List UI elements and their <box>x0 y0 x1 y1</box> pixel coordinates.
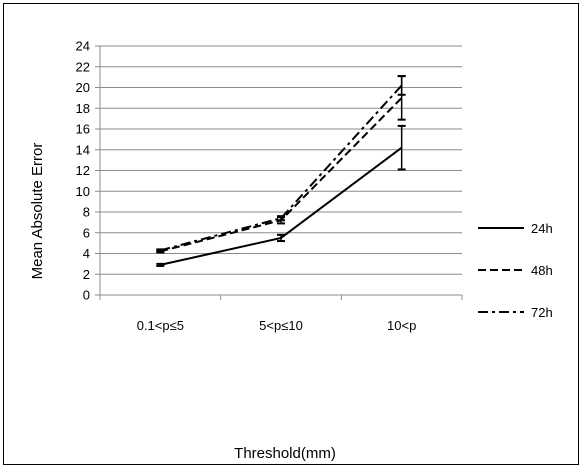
y-tick-label: 10 <box>76 184 90 199</box>
x-axis-title: Threshold(mm) <box>234 445 336 462</box>
axes <box>95 45 463 300</box>
y-tick-label: 12 <box>76 163 90 178</box>
y-tick-label: 0 <box>83 288 90 303</box>
x-tick-label: 10<p <box>387 318 416 333</box>
y-tick-label: 6 <box>83 225 90 240</box>
y-tick-label: 22 <box>76 59 90 74</box>
x-tick-label: 0.1<p≤5 <box>137 318 184 333</box>
y-tick-label: 16 <box>76 122 90 137</box>
y-tick-label: 2 <box>83 267 90 282</box>
y-tick-label: 8 <box>83 205 90 220</box>
y-tick-label: 18 <box>76 101 90 116</box>
y-tick-label: 24 <box>76 39 90 54</box>
legend-label-48h: 48h <box>531 263 553 278</box>
x-tick-labels: 0.1<p≤5 5<p≤10 10<p <box>137 318 417 333</box>
chart-frame <box>3 3 579 465</box>
series-line-72h <box>160 84 403 252</box>
series-line-24h <box>160 146 403 266</box>
legend: 24h 48h 72h <box>478 221 553 320</box>
legend-label-72h: 72h <box>531 305 553 320</box>
y-axis-title: Mean Absolute Error <box>29 143 46 280</box>
y-tick-label: 4 <box>83 246 90 261</box>
y-tick-label: 14 <box>76 142 90 157</box>
legend-label-24h: 24h <box>531 221 553 236</box>
y-tick-label: 20 <box>76 80 90 95</box>
x-tick-label: 5<p≤10 <box>259 318 303 333</box>
error-bars <box>156 75 406 267</box>
